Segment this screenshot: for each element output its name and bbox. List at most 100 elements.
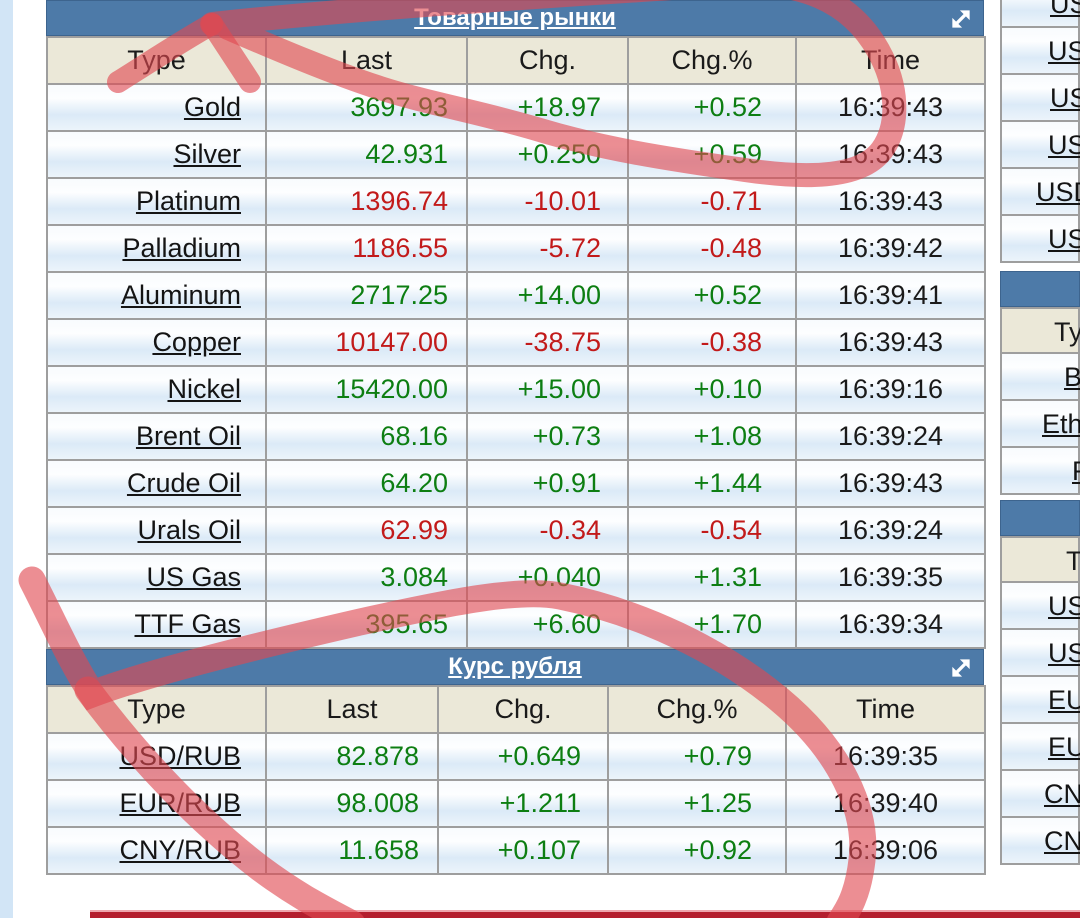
instrument-link[interactable]: US xyxy=(1050,0,1080,19)
right-panel-bottom-table: US US EU EU CN CN xyxy=(1000,581,1080,865)
instrument-link[interactable]: EUR/RUB xyxy=(119,788,241,818)
change-cell: +1.211 xyxy=(437,779,609,828)
instrument-link[interactable]: US xyxy=(1048,130,1080,160)
instrument-link[interactable]: Aluminum xyxy=(120,280,241,310)
table-row: CNY/RUB 11.658 +0.107 +0.92 16:39:06 xyxy=(46,826,986,875)
instrument-cell[interactable]: Palladium xyxy=(46,224,267,273)
instrument-link[interactable]: Urals Oil xyxy=(137,515,241,545)
instrument-link[interactable]: Silver xyxy=(173,139,241,169)
instrument-cell[interactable]: TTF Gas xyxy=(46,600,267,649)
column-header-label: Type xyxy=(127,694,186,724)
instrument-link[interactable]: EU xyxy=(1048,732,1080,762)
right-panel-top-table: US US US US USD US xyxy=(1000,0,1080,263)
expand-icon[interactable] xyxy=(948,655,974,681)
column-header: Chg.% xyxy=(627,36,797,85)
column-header: Time xyxy=(785,685,986,734)
table-row: Crude Oil 64.20 +0.91 +1.44 16:39:43 xyxy=(46,459,986,508)
column-header-label: Ty xyxy=(1054,317,1080,347)
commodities-table: Type Last Chg. Chg.% Time Gold 3697.93 +18.9… xyxy=(46,36,986,649)
instrument-cell[interactable]: Urals Oil xyxy=(46,506,267,555)
table-row: CN xyxy=(1000,816,1080,865)
instrument-cell[interactable]: Silver xyxy=(46,130,267,179)
instrument-link[interactable]: US xyxy=(1050,83,1080,113)
commodities-title-link[interactable]: Товарные рынки xyxy=(414,4,616,31)
table-row: Nickel 15420.00 +15.00 +0.10 16:39:16 xyxy=(46,365,986,414)
instrument-cell[interactable]: Crude Oil xyxy=(46,459,267,508)
change-percent-cell: -0.38 xyxy=(627,318,797,367)
table-row: EU xyxy=(1000,722,1080,771)
page-left-margin-strip xyxy=(0,0,13,918)
instrument-cell[interactable]: EUR/RUB xyxy=(46,779,267,828)
column-header: Last xyxy=(265,685,439,734)
instrument-link[interactable]: CN xyxy=(1044,779,1080,809)
change-cell: +14.00 xyxy=(466,271,629,320)
table-row: Platinum 1396.74 -10.01 -0.71 16:39:43 xyxy=(46,177,986,226)
instrument-link[interactable]: US xyxy=(1048,224,1080,254)
change-percent-cell: +1.08 xyxy=(627,412,797,461)
column-header: Time xyxy=(795,36,986,85)
last-price-cell: 82.878 xyxy=(265,732,439,781)
instrument-link[interactable]: CN xyxy=(1044,826,1080,856)
change-percent-cell: +1.25 xyxy=(607,779,787,828)
time-cell: 16:39:43 xyxy=(795,459,986,508)
change-percent-cell: -0.71 xyxy=(627,177,797,226)
table-row: USD/RUB 82.878 +0.649 +0.79 16:39:35 xyxy=(46,732,986,781)
instrument-link[interactable]: Crude Oil xyxy=(126,468,241,498)
instrument-link[interactable]: B xyxy=(1064,362,1080,392)
instrument-cell[interactable]: CNY/RUB xyxy=(46,826,267,875)
instrument-link[interactable]: R xyxy=(1072,456,1080,487)
instrument-link[interactable]: Eth xyxy=(1042,409,1080,439)
instrument-link[interactable]: US Gas xyxy=(146,562,241,592)
instrument-link[interactable]: US xyxy=(1048,36,1080,66)
instrument-link[interactable]: Brent Oil xyxy=(135,421,241,451)
time-cell: 16:39:24 xyxy=(795,412,986,461)
time-cell: 16:39:24 xyxy=(795,506,986,555)
instrument-link[interactable]: Gold xyxy=(183,92,241,122)
column-header-label: Last xyxy=(326,694,378,724)
instrument-cell[interactable]: Gold xyxy=(46,83,267,132)
instrument-link[interactable]: USD/RUB xyxy=(119,741,241,771)
table-row: USD xyxy=(1000,167,1080,216)
instrument-cell[interactable]: Nickel xyxy=(46,365,267,414)
instrument-cell[interactable]: US Gas xyxy=(46,553,267,602)
column-header: Chg. xyxy=(437,685,609,734)
table-row: Palladium 1186.55 -5.72 -0.48 16:39:42 xyxy=(46,224,986,273)
right-panel-clipped: US US US US USD US Ty B Eth R T US US EU EU CN CN xyxy=(1000,0,1080,918)
column-header: Last xyxy=(265,36,468,85)
instrument-cell[interactable]: USD/RUB xyxy=(46,732,267,781)
instrument-link[interactable]: US xyxy=(1048,638,1080,668)
expand-icon[interactable] xyxy=(948,6,974,32)
table-row: Brent Oil 68.16 +0.73 +1.08 16:39:24 xyxy=(46,412,986,461)
instrument-link[interactable]: EU xyxy=(1048,685,1080,715)
table-row: Copper 10147.00 -38.75 -0.38 16:39:43 xyxy=(46,318,986,367)
last-price-cell: 15420.00 xyxy=(265,365,468,414)
last-price-cell: 2717.25 xyxy=(265,271,468,320)
right-panel-column-header: Ty xyxy=(1000,307,1080,354)
column-header: Type xyxy=(46,36,267,85)
instrument-link[interactable]: CNY/RUB xyxy=(119,835,241,865)
commodities-section-header: Товарные рынки xyxy=(46,0,984,36)
instrument-cell[interactable]: Platinum xyxy=(46,177,267,226)
ruble-title-link[interactable]: Курс рубля xyxy=(448,653,582,680)
instrument-link[interactable]: US xyxy=(1048,591,1080,621)
table-row: EU xyxy=(1000,675,1080,724)
time-cell: 16:39:35 xyxy=(795,553,986,602)
last-price-cell: 395.65 xyxy=(265,600,468,649)
column-header-label: Chg.% xyxy=(656,694,738,724)
ruble-section-header: Курс рубля xyxy=(46,649,984,685)
instrument-link[interactable]: Nickel xyxy=(167,374,241,404)
instrument-link[interactable]: USD xyxy=(1036,177,1080,207)
table-row: CN xyxy=(1000,769,1080,818)
instrument-link[interactable]: Platinum xyxy=(135,186,241,216)
last-price-cell: 10147.00 xyxy=(265,318,468,367)
instrument-cell[interactable]: Brent Oil xyxy=(46,412,267,461)
change-percent-cell: +0.79 xyxy=(607,732,787,781)
instrument-cell[interactable]: Copper xyxy=(46,318,267,367)
last-price-cell: 62.99 xyxy=(265,506,468,555)
instrument-link[interactable]: Copper xyxy=(152,327,241,357)
instrument-link[interactable]: TTF Gas xyxy=(134,609,242,639)
right-panel-section-bar xyxy=(1000,271,1080,307)
instrument-link[interactable]: Palladium xyxy=(122,233,241,263)
instrument-cell[interactable]: Aluminum xyxy=(46,271,267,320)
